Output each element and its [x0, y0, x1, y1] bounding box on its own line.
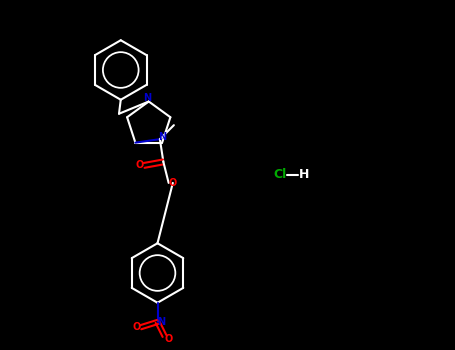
Text: H: H [299, 168, 310, 182]
Text: N: N [143, 93, 151, 103]
Text: O: O [165, 334, 173, 344]
Text: N: N [159, 132, 167, 142]
Text: O: O [136, 160, 144, 170]
Text: Cl: Cl [273, 168, 287, 182]
Text: O: O [169, 178, 177, 188]
Text: O: O [132, 322, 141, 332]
Text: N: N [157, 317, 165, 327]
